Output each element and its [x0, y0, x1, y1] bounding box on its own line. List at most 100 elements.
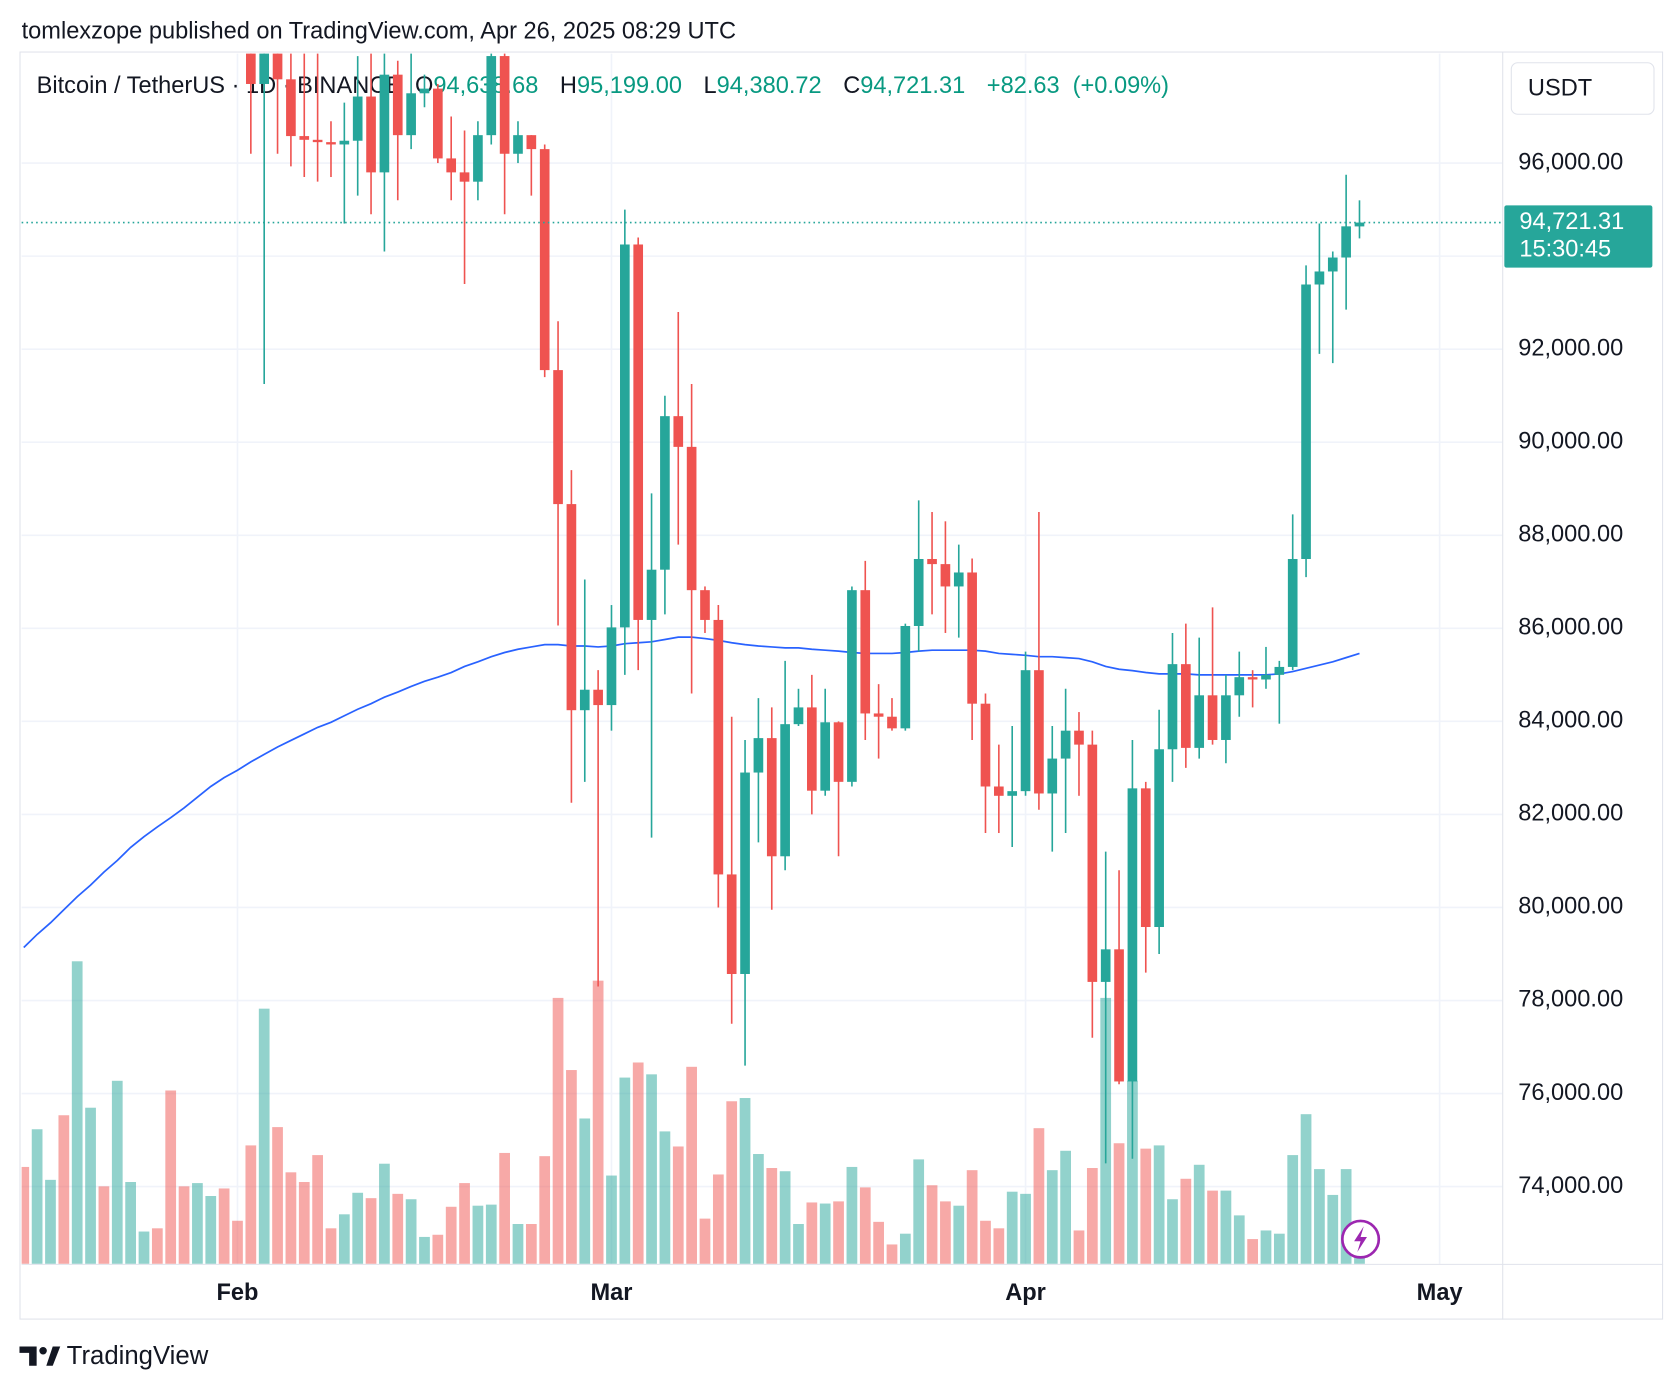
volume-bar: [285, 1172, 297, 1264]
volume-bar: [699, 1218, 711, 1264]
volume-bar: [1020, 1193, 1031, 1264]
last-price-label: 94,721.31: [1519, 209, 1624, 235]
symbol-legend: Bitcoin / TetherUS · 1D · BINANCE O94,63…: [37, 73, 1169, 99]
y-tick-label: 76,000.00: [1518, 1080, 1623, 1106]
volume-bar: [205, 1196, 217, 1264]
volume-bar: [218, 1188, 230, 1264]
x-tick-label: Feb: [217, 1280, 259, 1306]
candle-body: [499, 56, 510, 154]
candle-body: [419, 88, 430, 94]
candle-body: [579, 689, 590, 711]
flash-bolt: [1354, 1226, 1367, 1253]
volume-bar: [966, 1170, 978, 1264]
candle-body: [847, 590, 857, 782]
volume-bar: [766, 1168, 778, 1264]
candle-body: [1100, 949, 1111, 982]
volume-bar: [913, 1159, 925, 1264]
candle-body: [1127, 788, 1138, 1082]
candle-body: [807, 707, 817, 791]
volume-bar: [392, 1193, 404, 1264]
candle-body: [994, 786, 1004, 796]
volume-bar: [1046, 1170, 1058, 1264]
volume-bar: [793, 1224, 804, 1264]
volume-bar: [111, 1080, 123, 1264]
legend-l-label: L: [704, 73, 717, 99]
candle-body: [766, 738, 777, 857]
volume-bar: [646, 1074, 657, 1264]
volume-bar: [552, 997, 564, 1264]
volume-bar: [993, 1228, 1005, 1264]
candle-body: [593, 689, 603, 706]
legend-h-label: H: [560, 73, 577, 99]
volume-bar: [1193, 1164, 1205, 1264]
flash-icon[interactable]: [1340, 1219, 1381, 1259]
volume-bar: [1127, 1080, 1138, 1264]
x-tick-label: Apr: [1005, 1280, 1046, 1306]
candle-body: [1167, 664, 1178, 750]
candle-body: [1247, 677, 1258, 680]
candle-body: [753, 738, 764, 773]
volume-bar: [940, 1201, 951, 1264]
frame: [19, 51, 1664, 1320]
candle-body: [780, 724, 790, 857]
countdown: 15:30:45: [1519, 237, 1611, 263]
volume-bar: [232, 1220, 243, 1264]
candle-body: [1140, 788, 1151, 928]
candle-body: [379, 74, 390, 173]
candle-body: [700, 590, 710, 620]
candle-body: [660, 416, 670, 570]
volume-bar: [1327, 1194, 1339, 1264]
volume-bar: [886, 1244, 898, 1264]
volume-bar: [432, 1234, 444, 1264]
candle-body: [339, 140, 350, 145]
volume-bar: [1260, 1230, 1272, 1264]
volume-bar: [499, 1152, 510, 1264]
logo-t: [19, 1346, 37, 1366]
volume-bar: [779, 1171, 791, 1264]
currency[interactable]: USDT: [1528, 75, 1592, 101]
candle-body: [553, 370, 563, 505]
volume-bar: [459, 1183, 470, 1264]
volume-bar: [739, 1098, 751, 1264]
legend-c-value: 94,721.31: [860, 73, 965, 99]
candle-body: [606, 627, 617, 706]
volume-bar: [1033, 1128, 1045, 1264]
volume-bar: [1153, 1145, 1165, 1264]
candle-body: [473, 135, 483, 182]
candle-body: [1194, 695, 1205, 748]
volume-bar: [58, 1115, 70, 1264]
candle-body: [259, 53, 270, 84]
legend-c-label: C: [843, 73, 860, 99]
volume-bar: [1220, 1190, 1232, 1264]
volume-bar: [1060, 1150, 1071, 1264]
volume-bar: [405, 1199, 417, 1264]
volume-bar: [272, 1127, 283, 1264]
volume-bar: [379, 1163, 390, 1264]
volume-bar: [806, 1202, 818, 1264]
candle-body: [927, 558, 937, 565]
volume-bar: [138, 1231, 150, 1264]
candle-body: [486, 56, 497, 136]
candle-body: [1221, 695, 1231, 740]
candle-body: [1034, 670, 1044, 794]
candle-body: [1301, 284, 1311, 559]
volume-bar: [352, 1192, 364, 1264]
logo-dot: [39, 1346, 47, 1355]
candle-body: [820, 722, 831, 791]
candle-body: [1060, 730, 1071, 759]
volume-bar: [726, 1101, 738, 1264]
candle-body: [887, 716, 897, 729]
logo-v: [46, 1346, 61, 1366]
volume-bar: [85, 1107, 96, 1264]
legend-change: +82.63: [987, 73, 1060, 99]
volume-bar: [151, 1228, 163, 1264]
currency-button[interactable]: [1510, 62, 1655, 115]
candle-body: [513, 135, 523, 154]
candle-body: [1020, 670, 1031, 792]
volume-bar: [899, 1233, 911, 1264]
legend-l-value: 94,380.72: [717, 73, 822, 99]
candle-body: [620, 244, 630, 628]
candle-body: [740, 772, 750, 974]
y-tick-label: 92,000.00: [1518, 335, 1623, 361]
